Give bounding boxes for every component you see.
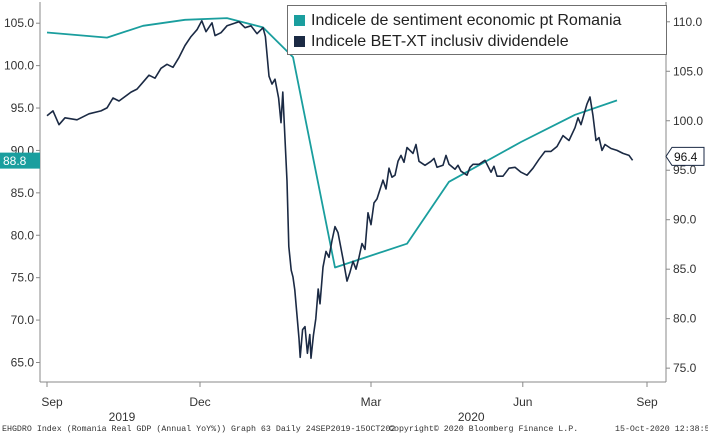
footer-timestamp: 15-Oct-2020 12:38:55 <box>615 425 708 434</box>
left-tick-label: 105.0 <box>4 16 34 30</box>
right-tick-label: 80.0 <box>673 312 697 326</box>
x-tick-label: Dec <box>189 395 210 409</box>
right-tick-label: 85.0 <box>673 262 697 276</box>
last-value-label-sentiment: 88.8 <box>3 154 27 168</box>
left-tick-label: 65.0 <box>11 355 35 369</box>
left-tick-label: 75.0 <box>11 271 35 285</box>
left-tick-label: 100.0 <box>4 59 34 73</box>
x-axis-ticks: Sep Dec Mar Jun Sep 2019 2020 <box>41 382 658 424</box>
legend-swatch-sentiment <box>294 15 305 26</box>
x-tick-label: Sep <box>636 395 658 409</box>
right-tick-label: 90.0 <box>673 213 697 227</box>
last-value-label-bet-xt: 96.4 <box>674 150 698 164</box>
right-tick-label: 95.0 <box>673 163 697 177</box>
left-tick-label: 95.0 <box>11 101 35 115</box>
last-value-tag-bet-xt: 96.4 <box>665 146 705 166</box>
x-tick-label: Sep <box>41 395 63 409</box>
footer-copyright: Copyright© 2020 Bloomberg Finance L.P. <box>389 425 579 434</box>
series-line-sentiment <box>46 17 618 269</box>
series-layer <box>46 17 634 359</box>
x-tick-label: Jun <box>513 395 532 409</box>
right-tick-label: 110.0 <box>673 15 702 29</box>
right-tick-label: 100.0 <box>673 114 703 128</box>
legend-item-bet-xt: Indicele BET-XT inclusiv dividendele <box>294 31 660 52</box>
right-tick-label: 105.0 <box>673 64 703 78</box>
left-tick-label: 80.0 <box>11 228 35 242</box>
legend-label-bet-xt: Indicele BET-XT inclusiv dividendele <box>311 32 569 50</box>
x-tick-label: Mar <box>361 395 382 409</box>
right-tick-label: 75.0 <box>673 361 697 375</box>
legend: Indicele de sentiment economic pt Romani… <box>287 5 667 55</box>
left-tick-label: 70.0 <box>11 313 35 327</box>
x-year-label: 2019 <box>109 410 136 424</box>
value-tags: 88.8 96.4 <box>0 146 705 169</box>
legend-swatch-bet-xt <box>294 36 305 47</box>
x-year-label: 2020 <box>458 410 485 424</box>
legend-item-sentiment: Indicele de sentiment economic pt Romani… <box>294 10 660 31</box>
right-axis-ticks: 75.0 80.0 85.0 90.0 95.0 100.0 105.0 110.0 <box>666 15 703 375</box>
left-tick-label: 85.0 <box>11 186 35 200</box>
series-line-bet-xt <box>46 20 634 359</box>
last-value-tag-sentiment: 88.8 <box>0 152 40 169</box>
footer-source: EHGDRO Index (Romania Real GDP (Annual Y… <box>2 425 396 434</box>
legend-label-sentiment: Indicele de sentiment economic pt Romani… <box>311 11 622 29</box>
